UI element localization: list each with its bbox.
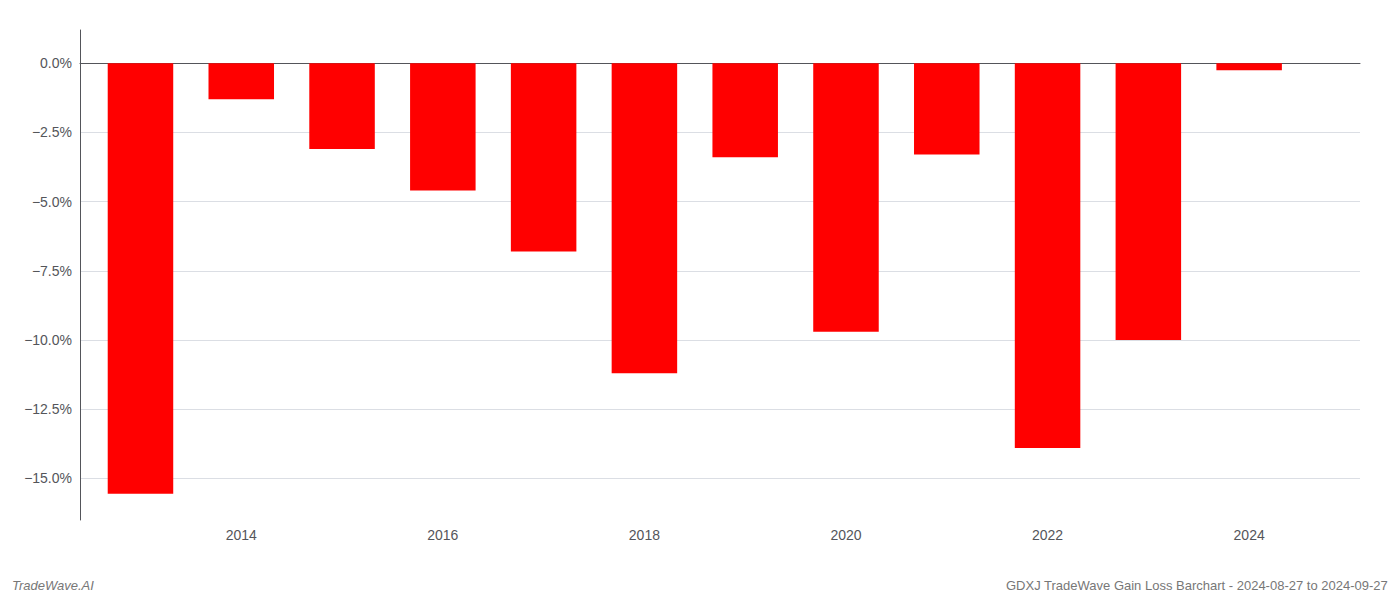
svg-text:−10.0%: −10.0% xyxy=(24,332,72,348)
svg-text:2018: 2018 xyxy=(629,527,660,543)
svg-text:2024: 2024 xyxy=(1234,527,1265,543)
svg-text:−5.0%: −5.0% xyxy=(32,194,72,210)
svg-text:2014: 2014 xyxy=(226,527,257,543)
svg-text:−2.5%: −2.5% xyxy=(32,124,72,140)
svg-text:−12.5%: −12.5% xyxy=(24,401,72,417)
svg-text:2022: 2022 xyxy=(1032,527,1063,543)
svg-text:2020: 2020 xyxy=(830,527,861,543)
svg-text:TradeWave.AI: TradeWave.AI xyxy=(12,578,94,593)
svg-text:GDXJ TradeWave Gain Loss Barch: GDXJ TradeWave Gain Loss Barchart - 2024… xyxy=(1006,578,1388,593)
svg-text:−7.5%: −7.5% xyxy=(32,263,72,279)
svg-text:2016: 2016 xyxy=(427,527,458,543)
svg-text:−15.0%: −15.0% xyxy=(24,470,72,486)
svg-text:0.0%: 0.0% xyxy=(40,55,72,71)
